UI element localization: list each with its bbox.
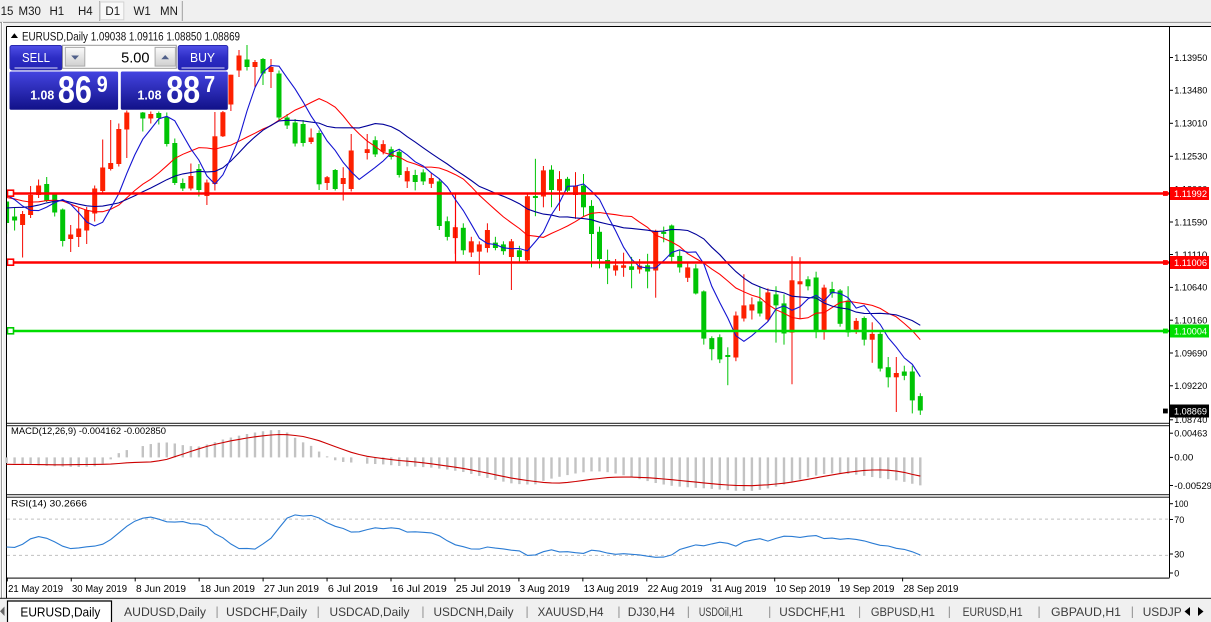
svg-text:1.08869: 1.08869 (1174, 406, 1207, 416)
svg-text:XAUUSD,H4: XAUUSD,H4 (538, 605, 604, 619)
svg-text:1.10004: 1.10004 (1174, 326, 1207, 336)
svg-text:16 Jul 2019: 16 Jul 2019 (392, 584, 447, 595)
svg-text:30: 30 (1174, 549, 1184, 559)
svg-text:7: 7 (204, 71, 215, 97)
svg-text:1.13010: 1.13010 (1174, 119, 1207, 129)
svg-text:1.11992: 1.11992 (1174, 189, 1207, 199)
svg-text:|: | (687, 605, 690, 619)
svg-text:AUDUSD,Daily: AUDUSD,Daily (124, 605, 207, 619)
svg-text:RSI(14) 30.2666: RSI(14) 30.2666 (11, 499, 87, 509)
svg-text:18 Jun 2019: 18 Jun 2019 (200, 584, 255, 595)
svg-text:1.11110: 1.11110 (1174, 250, 1207, 260)
svg-text:30 May 2019: 30 May 2019 (72, 584, 127, 595)
svg-text:0: 0 (1174, 568, 1179, 578)
svg-text:27 Jun 2019: 27 Jun 2019 (264, 584, 319, 595)
svg-text:EURUSD,Daily 1.09038 1.09116: EURUSD,Daily 1.09038 1.09116 1.08850 1.0… (22, 30, 240, 44)
svg-text:SELL: SELL (22, 50, 50, 65)
svg-text:W1: W1 (134, 6, 151, 18)
svg-text:|: | (421, 605, 424, 619)
svg-text:21 May 2019: 21 May 2019 (8, 584, 63, 595)
svg-text:USDCAD,Daily: USDCAD,Daily (330, 605, 411, 619)
svg-text:|: | (617, 605, 620, 619)
svg-text:1.11006: 1.11006 (1174, 258, 1207, 268)
svg-text:|: | (216, 605, 219, 619)
svg-text:|: | (1038, 605, 1041, 619)
svg-text:1.08740: 1.08740 (1174, 415, 1207, 425)
svg-text:M15: M15 (0, 6, 13, 18)
svg-text:86: 86 (58, 69, 92, 111)
svg-text:3 Aug 2019: 3 Aug 2019 (520, 584, 570, 595)
svg-text:70: 70 (1174, 515, 1184, 525)
svg-text:0.00: 0.00 (1174, 453, 1193, 463)
svg-text:|: | (948, 605, 951, 619)
svg-text:28 Sep 2019: 28 Sep 2019 (903, 584, 958, 595)
svg-text:USDCHF,Daily: USDCHF,Daily (226, 605, 308, 619)
svg-text:1.13950: 1.13950 (1174, 53, 1207, 63)
svg-text:MACD(12,26,9) -0.004162 -0.002: MACD(12,26,9) -0.004162 -0.002850 (11, 426, 166, 436)
svg-text:BUY: BUY (190, 50, 215, 65)
svg-text:19 Sep 2019: 19 Sep 2019 (839, 584, 894, 595)
svg-text:1.10640: 1.10640 (1174, 283, 1207, 293)
svg-text:88: 88 (166, 69, 200, 111)
svg-text:EURUSD,Daily: EURUSD,Daily (20, 605, 101, 619)
svg-text:GBPAUD,H1: GBPAUD,H1 (1051, 605, 1121, 619)
svg-text:1.10160: 1.10160 (1174, 316, 1207, 326)
svg-text:H1: H1 (50, 6, 65, 18)
svg-text:5.00: 5.00 (121, 50, 149, 66)
svg-text:USDCNH,Daily: USDCNH,Daily (434, 605, 515, 619)
svg-text:|: | (1131, 605, 1134, 619)
svg-text:1.13480: 1.13480 (1174, 86, 1207, 96)
svg-text:EURUSD,H1: EURUSD,H1 (963, 605, 1023, 619)
svg-text:DJ30,H4: DJ30,H4 (628, 605, 675, 619)
svg-text:USDOil,H1: USDOil,H1 (699, 605, 743, 619)
svg-text:1.08: 1.08 (138, 89, 162, 103)
svg-text:USDJP: USDJP (1143, 605, 1182, 619)
svg-text:1.09220: 1.09220 (1174, 381, 1207, 391)
svg-text:GBPUSD,H1: GBPUSD,H1 (871, 605, 935, 619)
svg-text:13 Aug 2019: 13 Aug 2019 (584, 584, 639, 595)
svg-text:D1: D1 (105, 6, 120, 18)
svg-text:H4: H4 (78, 6, 93, 18)
svg-text:1.08: 1.08 (30, 89, 54, 103)
svg-text:-0.005299: -0.005299 (1174, 481, 1211, 491)
svg-text:22 Aug 2019: 22 Aug 2019 (648, 584, 703, 595)
svg-text:31 Aug 2019: 31 Aug 2019 (712, 584, 767, 595)
svg-text:6 Jul 2019: 6 Jul 2019 (328, 584, 378, 595)
svg-text:|: | (858, 605, 861, 619)
svg-text:1.11590: 1.11590 (1174, 217, 1207, 227)
svg-text:8 Jun 2019: 8 Jun 2019 (136, 584, 186, 595)
svg-text:1.12530: 1.12530 (1174, 152, 1207, 162)
svg-text:|: | (317, 605, 320, 619)
svg-text:25 Jul 2019: 25 Jul 2019 (456, 584, 511, 595)
svg-text:1.09690: 1.09690 (1174, 348, 1207, 358)
svg-text:M30: M30 (19, 6, 41, 18)
svg-text:|: | (768, 605, 771, 619)
svg-text:9: 9 (97, 71, 108, 97)
svg-text:0.00463: 0.00463 (1174, 429, 1207, 439)
svg-text:10 Sep 2019: 10 Sep 2019 (776, 584, 831, 595)
svg-text:100: 100 (1174, 499, 1188, 509)
svg-text:USDCHF,H1: USDCHF,H1 (779, 605, 845, 619)
svg-text:|: | (526, 605, 529, 619)
svg-text:MN: MN (160, 6, 178, 18)
